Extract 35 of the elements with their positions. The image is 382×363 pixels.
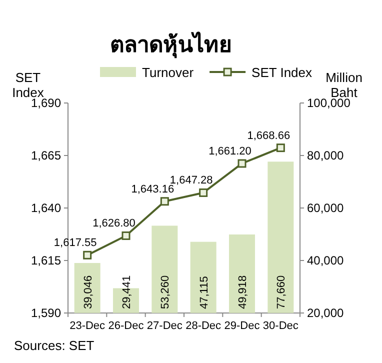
x-tick-label: 28-Dec xyxy=(186,320,222,332)
legend-label: Turnover xyxy=(142,65,194,80)
data-label: 49,918 xyxy=(237,275,249,309)
point xyxy=(83,250,92,260)
point xyxy=(199,188,208,197)
data-label: 1,626.80 xyxy=(92,218,136,230)
y2-tick-label: 40,000 xyxy=(307,254,344,268)
point xyxy=(160,197,169,206)
chart-title: ตลาดหุ้นไทย xyxy=(110,31,232,59)
y2-tick-label: 60,000 xyxy=(307,201,344,215)
y-tick-label: 1,640 xyxy=(30,201,62,215)
point xyxy=(122,231,130,240)
y-tick-label: 1,665 xyxy=(30,148,62,162)
point xyxy=(276,144,285,152)
y2-tick-label: 80,000 xyxy=(307,148,344,162)
source-note: Sources: SET xyxy=(14,338,94,353)
data-label: 1,617.55 xyxy=(54,237,97,250)
data-label: 47,115 xyxy=(198,276,210,309)
data-label: 39,046 xyxy=(82,275,94,309)
legend-label: SET Index xyxy=(252,65,313,80)
point xyxy=(238,159,246,168)
data-label: 1,661.20 xyxy=(208,145,252,158)
y-tick-label: 1,615 xyxy=(30,254,62,268)
data-label: 1,668.66 xyxy=(247,130,290,142)
y-tick-label: 1,590 xyxy=(30,306,62,320)
x-tick-label: 27-Dec xyxy=(146,320,183,332)
x-tick-label: 29-Dec xyxy=(224,320,260,332)
data-label: 77,660 xyxy=(276,275,288,309)
y2-tick-label: 20,000 xyxy=(307,306,344,320)
data-label: 29,441 xyxy=(121,275,133,309)
x-tick-label: 26-Dec xyxy=(108,320,144,332)
x-tick-label: 23-Dec xyxy=(70,320,106,332)
data-label: 53,260 xyxy=(160,275,172,309)
x-tick-label: 30-Dec xyxy=(262,320,299,332)
data-label: 1,643.16 xyxy=(131,183,174,196)
